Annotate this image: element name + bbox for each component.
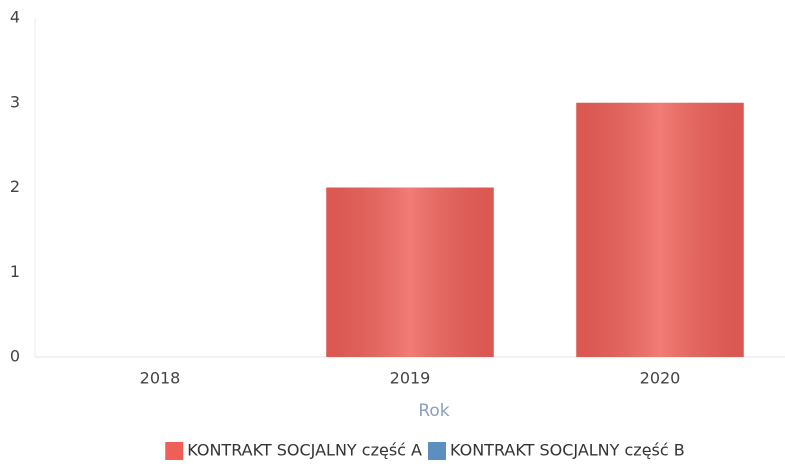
legend-label: KONTRAKT SOCJALNY część A [187,441,422,460]
legend-label: KONTRAKT SOCJALNY część B [450,441,685,460]
y-tick-label: 0 [10,347,20,366]
bar-shade [326,187,494,357]
y-tick-label: 2 [10,177,20,196]
x-tick-label: 2019 [390,369,431,388]
y-tick-label: 4 [10,8,20,27]
legend-swatch [165,442,184,460]
bar-shade [576,102,744,357]
x-tick-label: 2018 [140,369,181,388]
y-tick-label: 3 [10,92,20,111]
y-tick-label: 1 [10,262,20,281]
x-tick-label: 2020 [640,369,681,388]
legend-swatch [427,442,446,460]
x-axis-label: Rok [418,401,449,421]
